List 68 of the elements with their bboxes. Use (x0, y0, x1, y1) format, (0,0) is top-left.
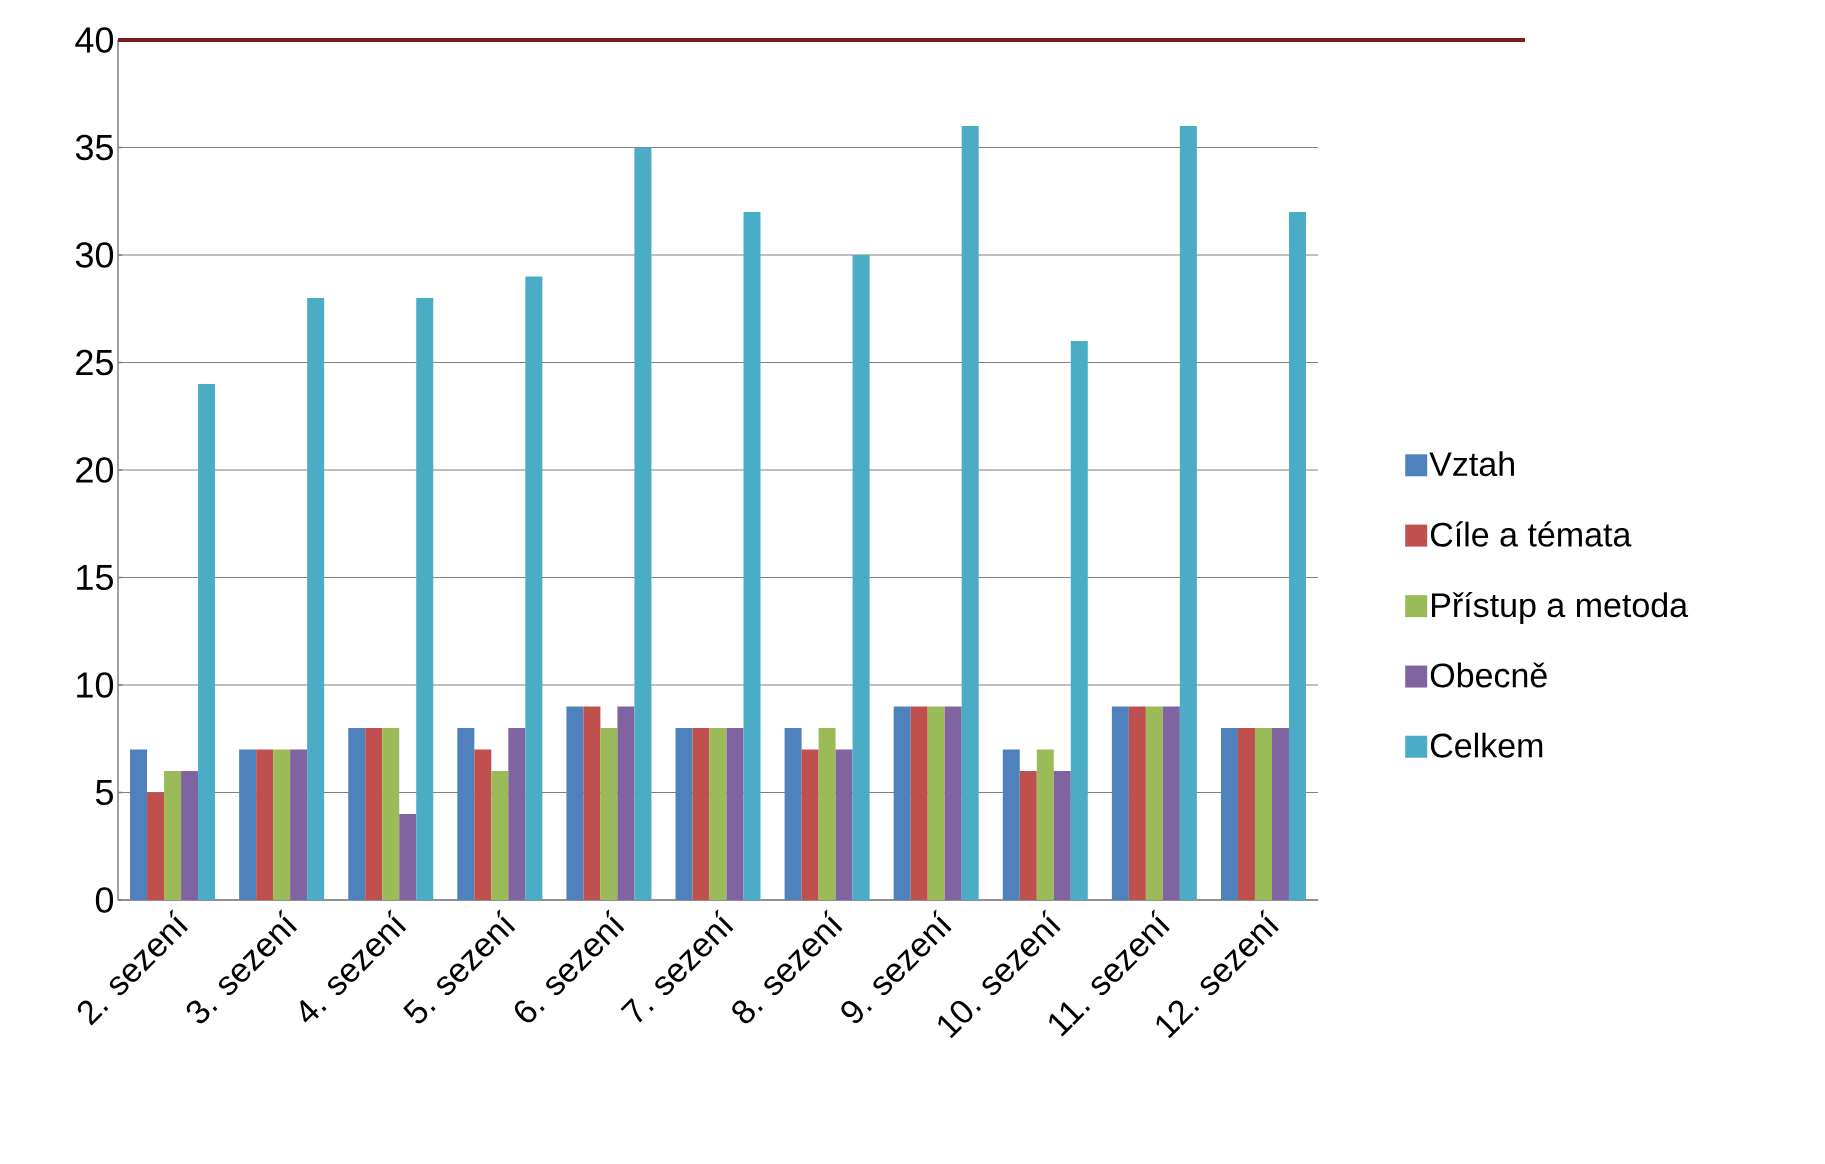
y-tick-label: 30 (75, 242, 114, 268)
bar (910, 706, 928, 900)
legend-label: Celkem (1430, 732, 1543, 758)
bar (634, 147, 652, 900)
bar (399, 813, 417, 900)
bar (239, 749, 257, 900)
bar (525, 276, 543, 900)
bar (273, 749, 291, 900)
bar (1128, 706, 1146, 900)
bar (1070, 340, 1088, 900)
y-tick-label: 5 (95, 779, 113, 806)
bar (692, 727, 710, 900)
bar (508, 727, 526, 900)
legend-label: Přístup a metoda (1432, 591, 1689, 624)
y-tick-label: 10 (77, 672, 114, 698)
y-tick-label: 25 (76, 349, 113, 376)
bar (1237, 727, 1255, 900)
bar (961, 125, 979, 900)
bar (818, 727, 836, 900)
bar (675, 727, 693, 900)
y-tick-label: 15 (77, 564, 113, 591)
bar (784, 727, 802, 900)
bar (835, 749, 853, 900)
bar (944, 706, 962, 900)
legend-label: Cíle a témata (1430, 521, 1632, 547)
bar (1111, 706, 1129, 900)
bar (256, 749, 274, 900)
bar (1002, 749, 1020, 900)
y-tick-label: 20 (76, 457, 114, 483)
legend-label: Obecně (1430, 662, 1547, 688)
bar (1145, 706, 1163, 900)
bar (1271, 727, 1289, 900)
bar (852, 254, 870, 900)
bar (1053, 770, 1071, 900)
bar (927, 706, 945, 900)
bar (1179, 125, 1197, 900)
bar (1288, 211, 1306, 900)
bar (801, 749, 819, 900)
bar (600, 727, 618, 900)
legend-label: Vztah (1429, 451, 1514, 477)
bar (457, 727, 475, 900)
bar (382, 727, 400, 900)
bar (365, 727, 383, 900)
bar (726, 727, 744, 900)
bar (181, 770, 199, 900)
bar (290, 749, 308, 900)
bar (164, 770, 182, 900)
bar (617, 706, 635, 900)
y-tick-label: 40 (75, 27, 114, 53)
bar (893, 706, 911, 900)
bar (583, 706, 601, 900)
bar (566, 706, 584, 900)
bar (1019, 770, 1037, 900)
bar (1254, 727, 1272, 900)
bar (198, 383, 216, 900)
bar (130, 749, 148, 900)
bar (416, 297, 434, 900)
bar (348, 727, 366, 900)
bar (1162, 706, 1180, 900)
bar (474, 749, 492, 900)
bar (743, 211, 761, 900)
bar (147, 792, 165, 900)
bar (1220, 727, 1238, 900)
bar (491, 770, 509, 900)
y-tick-label: 35 (75, 134, 113, 161)
bar (307, 297, 325, 900)
bar (1036, 749, 1054, 900)
bar (709, 727, 727, 900)
